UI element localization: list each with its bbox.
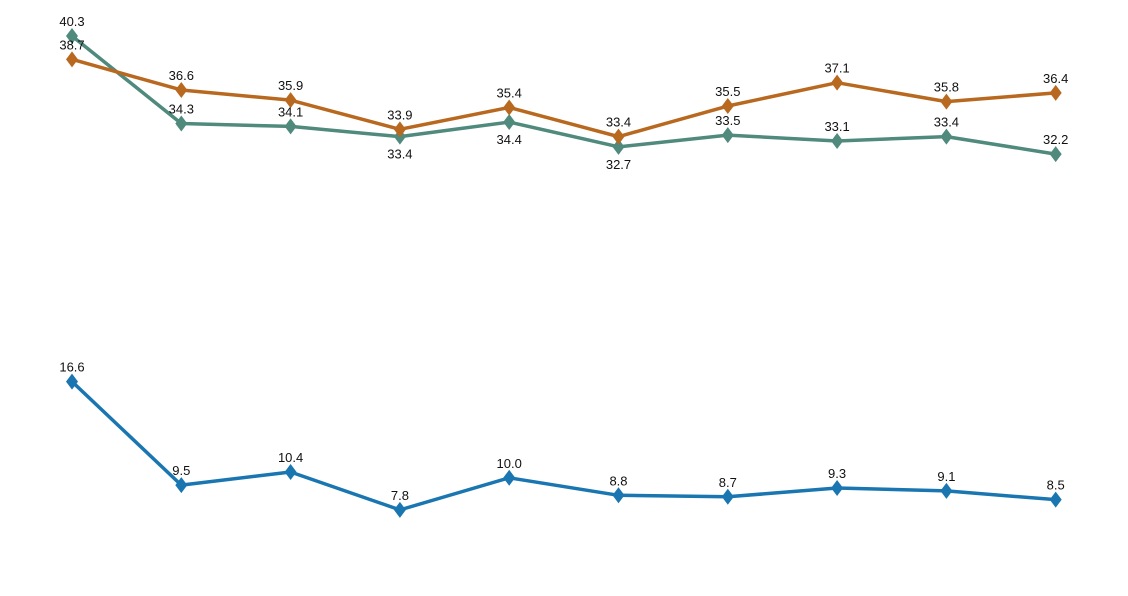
series-0-point[interactable] [503, 99, 516, 116]
series-0-point[interactable] [612, 128, 625, 145]
series-0-data-label: 36.4 [1043, 71, 1068, 86]
series-2-point[interactable] [284, 463, 297, 480]
series-2-data-label: 16.6 [59, 360, 84, 375]
series-0-data-label: 37.1 [824, 61, 849, 76]
series-1-line [70, 34, 1056, 156]
series-0-point[interactable] [284, 92, 297, 109]
series-2-data-label: 9.5 [172, 463, 190, 478]
series-2-data-label: 8.8 [609, 473, 627, 488]
series-0-data-label: 33.9 [387, 107, 412, 122]
series-1-data-label: 32.7 [606, 157, 631, 172]
series-1-point[interactable] [721, 127, 734, 144]
series-2-data-label: 9.3 [828, 466, 846, 481]
series-1-point[interactable] [66, 28, 78, 45]
series-0-point[interactable] [1049, 84, 1062, 101]
series-2-line [70, 380, 1056, 512]
series-1-data-label: 32.2 [1043, 132, 1068, 147]
series-1-data-label: 33.4 [934, 115, 959, 130]
series-2-point[interactable] [175, 477, 188, 494]
series-1-point[interactable] [831, 133, 844, 150]
series-2-data-label: 7.8 [391, 488, 409, 503]
series-2-point[interactable] [66, 373, 78, 390]
series-1-point[interactable] [284, 118, 297, 135]
series-2-point[interactable] [503, 469, 516, 486]
series-2-data-label: 10.0 [497, 456, 522, 471]
series-2-data-label: 8.7 [719, 475, 737, 490]
series-1-data-label: 40.3 [59, 14, 84, 29]
series-2-point[interactable] [721, 488, 734, 505]
series-0-data-label: 38.7 [59, 37, 84, 52]
series-2-point[interactable] [612, 487, 625, 504]
series-0-data-label: 36.6 [169, 68, 194, 83]
series-2-point[interactable] [393, 501, 406, 518]
series-0-line [71, 57, 1056, 139]
series-1-point[interactable] [175, 115, 188, 132]
series-0-point[interactable] [393, 121, 406, 138]
series-2-point[interactable] [940, 482, 953, 499]
series-1-point[interactable] [503, 114, 516, 131]
series-0-data-label: 35.9 [278, 78, 303, 93]
series-0-point[interactable] [721, 98, 734, 115]
series-1-data-label: 34.3 [169, 102, 194, 117]
series-2-data-label: 9.1 [937, 469, 955, 484]
series-2-point[interactable] [1049, 491, 1062, 508]
series-0-point[interactable] [940, 93, 953, 110]
series-1-data-label: 33.4 [387, 147, 412, 162]
series-1-data-label: 34.4 [497, 132, 522, 147]
series-0-point[interactable] [66, 51, 78, 68]
series-0-data-label: 35.4 [497, 85, 522, 100]
series-0-data-label: 33.4 [606, 115, 631, 130]
series-1-point[interactable] [940, 128, 953, 145]
series-1-point[interactable] [1049, 146, 1062, 163]
series-1-data-label: 33.5 [715, 113, 740, 128]
series-1-data-label: 34.1 [278, 104, 303, 119]
series-2-data-label: 10.4 [278, 450, 303, 465]
series-0-point[interactable] [831, 74, 844, 91]
series-2-data-label: 8.5 [1047, 478, 1065, 493]
series-0-data-label: 35.5 [715, 84, 740, 99]
series-1-point[interactable] [612, 138, 625, 155]
series-1-data-label: 33.1 [824, 119, 849, 134]
series-0-data-label: 35.8 [934, 80, 959, 95]
series-2-point[interactable] [831, 480, 844, 497]
series-0-point[interactable] [175, 81, 188, 98]
